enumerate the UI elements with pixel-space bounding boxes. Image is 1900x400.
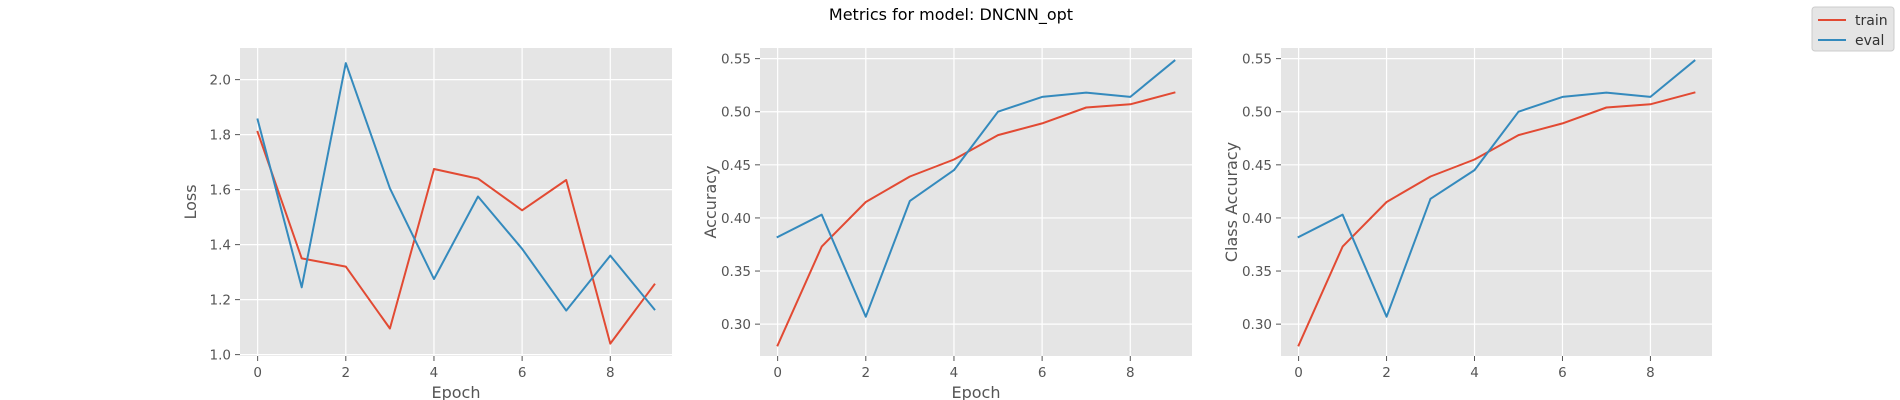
x-tick-label: 6: [1038, 365, 1047, 381]
x-tick-label: 4: [1470, 365, 1479, 381]
y-axis-label: Loss: [181, 184, 200, 219]
x-tick-label: 4: [950, 365, 959, 381]
y-tick-label: 1.4: [210, 238, 231, 254]
x-tick-label: 8: [1646, 365, 1655, 381]
y-tick-label: 1.2: [210, 293, 231, 309]
y-tick-label: 2.0: [210, 73, 231, 89]
y-tick-label: 0.50: [1242, 105, 1272, 121]
plot-background: [760, 48, 1192, 356]
y-tick-label: 0.45: [721, 158, 751, 174]
y-tick-label: 1.8: [210, 128, 231, 144]
x-tick-label: 0: [1294, 365, 1303, 381]
subplot-1: 0 2 4 6 8 1.0 1.2 1.4 1.6 1.8 2.0 Loss Epoch: [181, 48, 672, 400]
x-tick-label: 2: [861, 365, 870, 381]
plot-background: [240, 48, 672, 356]
x-tick-label: 6: [1558, 365, 1567, 381]
subplot-3: 0 2 4 6 8 0.30 0.35 0.40 0.45 0.50 0.55 Class Accur…: [1222, 48, 1712, 381]
x-axis-label: Epoch: [432, 383, 481, 400]
y-tick-label: 0.55: [721, 52, 751, 68]
x-tick-label: 6: [518, 365, 527, 381]
x-tick-label: 8: [1126, 365, 1135, 381]
series-line-eval: [256, 62, 656, 312]
figure-title: Metrics for model: DNCNN_opt: [829, 5, 1073, 25]
y-tick-label: 1.0: [210, 348, 231, 364]
y-axis-label: Class Accuracy: [1222, 142, 1241, 262]
y-tick-label: 0.30: [1242, 317, 1272, 333]
y-tick-label: 1.6: [210, 183, 231, 199]
series-line-eval: [776, 59, 1176, 318]
x-tick-label: 2: [341, 365, 350, 381]
x-tick-label: 4: [430, 365, 439, 381]
y-tick-label: 0.35: [1242, 264, 1272, 280]
series-line-eval: [1297, 59, 1696, 318]
legend-label-eval: eval: [1855, 33, 1884, 49]
subplot-2: 0 2 4 6 8 0.30 0.35 0.40 0.45 0.50 0.55 Accuracy Epo…: [701, 48, 1192, 400]
y-tick-label: 0.40: [1242, 211, 1272, 227]
x-tick-label: 0: [253, 365, 262, 381]
plot-background: [1281, 48, 1712, 356]
series-line-train: [256, 130, 656, 345]
series-line-train: [1297, 91, 1696, 347]
y-tick-label: 0.35: [721, 264, 751, 280]
y-tick-label: 0.30: [721, 317, 751, 333]
y-tick-label: 0.40: [721, 211, 751, 227]
x-tick-label: 8: [606, 365, 615, 381]
y-tick-label: 0.55: [1242, 52, 1272, 68]
subplots: 0 2 4 6 8 1.0 1.2 1.4 1.6 1.8 2.0 Loss Epoch 0 2 4 6 8 0.3…: [181, 48, 1712, 400]
x-tick-label: 0: [773, 365, 782, 381]
series-line-train: [776, 91, 1176, 347]
legend: train eval: [1811, 6, 1895, 52]
x-tick-label: 2: [1382, 365, 1391, 381]
y-tick-label: 0.50: [721, 105, 751, 121]
y-axis-label: Accuracy: [701, 165, 720, 238]
y-tick-label: 0.45: [1242, 158, 1272, 174]
legend-label-train: train: [1855, 13, 1888, 29]
x-axis-label: Epoch: [952, 383, 1001, 400]
